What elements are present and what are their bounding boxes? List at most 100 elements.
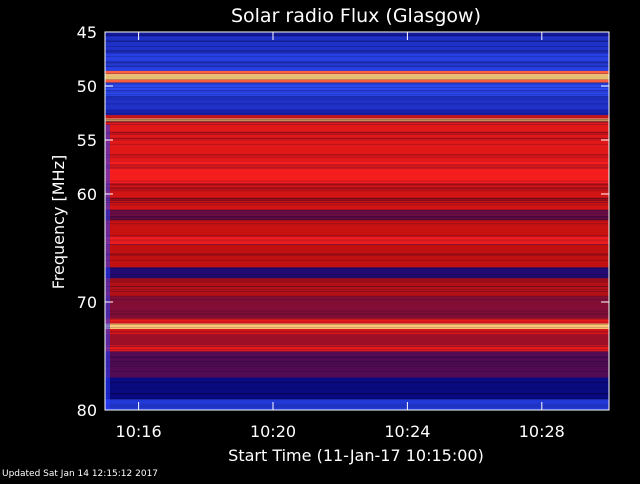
texture-streak: [105, 243, 609, 245]
texture-streak: [105, 154, 609, 156]
y-tick-label: 70: [77, 293, 97, 312]
frequency-band: [105, 53, 609, 71]
texture-streak: [105, 180, 609, 182]
texture-streak: [105, 209, 609, 211]
texture-streak: [105, 286, 609, 287]
y-tick-label: 45: [77, 23, 97, 42]
texture-streak: [105, 164, 609, 166]
texture-streak: [105, 382, 609, 383]
frequency-band: [105, 377, 609, 400]
texture-streak: [105, 202, 609, 204]
frequency-band: [105, 399, 609, 410]
texture-streak: [105, 41, 609, 42]
frequency-band: [105, 96, 609, 110]
frequency-band: [105, 118, 609, 122]
updated-timestamp: Updated Sat Jan 14 12:15:12 2017: [2, 469, 159, 479]
frequency-band: [105, 296, 609, 319]
texture-streak: [105, 66, 609, 67]
frequency-band: [105, 318, 609, 324]
texture-streak: [105, 197, 609, 199]
texture-streak: [105, 243, 609, 245]
texture-streak: [105, 121, 609, 123]
texture-streak: [105, 223, 609, 225]
texture-streak: [105, 96, 609, 98]
texture-streak: [105, 183, 609, 185]
frequency-band: [105, 345, 609, 352]
texture-streak: [105, 240, 609, 241]
texture-streak: [105, 94, 609, 96]
texture-streak: [105, 50, 609, 51]
texture-streak: [105, 32, 609, 34]
texture-streak: [105, 199, 609, 201]
texture-streak: [105, 209, 609, 211]
texture-streak: [105, 259, 609, 261]
texture-streak: [105, 291, 609, 293]
texture-streak: [105, 60, 609, 62]
texture-streak: [105, 364, 609, 366]
texture-streak: [105, 360, 609, 362]
texture-streak: [105, 61, 609, 63]
y-axis-label: Frequency [MHz]: [49, 155, 68, 289]
texture-streak: [105, 90, 609, 92]
texture-streak: [105, 295, 609, 297]
texture-streak: [105, 393, 609, 394]
frequency-band: [105, 210, 609, 220]
texture-streak: [105, 64, 609, 66]
frequency-band: [105, 329, 609, 335]
texture-streak: [105, 197, 609, 199]
texture-streak: [105, 357, 609, 359]
texture-streak: [105, 137, 609, 139]
texture-streak: [105, 62, 609, 64]
texture-streak: [105, 83, 609, 85]
texture-streak: [105, 154, 609, 156]
texture-streak: [105, 132, 609, 134]
frequency-band: [105, 183, 609, 211]
texture-streak: [105, 143, 609, 145]
texture-streak: [105, 235, 609, 236]
texture-streak: [105, 202, 609, 204]
texture-streak: [105, 393, 609, 395]
y-tick-label: 55: [77, 131, 97, 150]
texture-streak: [105, 75, 609, 77]
texture-streak: [105, 34, 609, 36]
texture-streak: [105, 278, 609, 280]
texture-streak: [105, 91, 609, 93]
texture-streak: [105, 274, 609, 275]
frequency-band: [105, 161, 609, 184]
texture-streak: [105, 139, 609, 141]
texture-streak: [105, 398, 609, 399]
texture-streak: [105, 90, 609, 91]
texture-streak: [105, 386, 609, 388]
frequency-band: [105, 121, 609, 125]
texture-streak: [105, 118, 609, 120]
texture-streak: [105, 119, 609, 121]
texture-streak: [105, 219, 609, 221]
heatmap-area: [105, 32, 609, 410]
texture-streak: [105, 50, 609, 52]
texture-streak: [105, 312, 609, 314]
texture-streak: [105, 220, 609, 222]
texture-streak: [105, 87, 609, 88]
texture-streak: [105, 238, 609, 240]
texture-streak: [105, 216, 609, 217]
texture-streak: [105, 164, 609, 166]
texture-streak: [105, 254, 609, 256]
texture-streak: [105, 327, 609, 329]
texture-streak: [105, 124, 609, 126]
left-edge-fringe: [105, 124, 110, 410]
texture-streak: [105, 138, 609, 139]
texture-streak: [105, 398, 609, 400]
frequency-band: [105, 82, 609, 97]
texture-streak: [105, 187, 609, 189]
x-tick-label: 10:20: [250, 422, 296, 441]
texture-streak: [105, 122, 609, 124]
texture-streak: [105, 253, 609, 255]
texture-streak: [105, 276, 609, 278]
texture-streak: [105, 79, 609, 81]
frequency-band: [105, 278, 609, 297]
texture-streak: [105, 95, 609, 97]
texture-streak: [105, 190, 609, 192]
frequency-band: [105, 70, 609, 75]
texture-streak: [105, 361, 609, 363]
plot-frame: [104, 31, 610, 411]
